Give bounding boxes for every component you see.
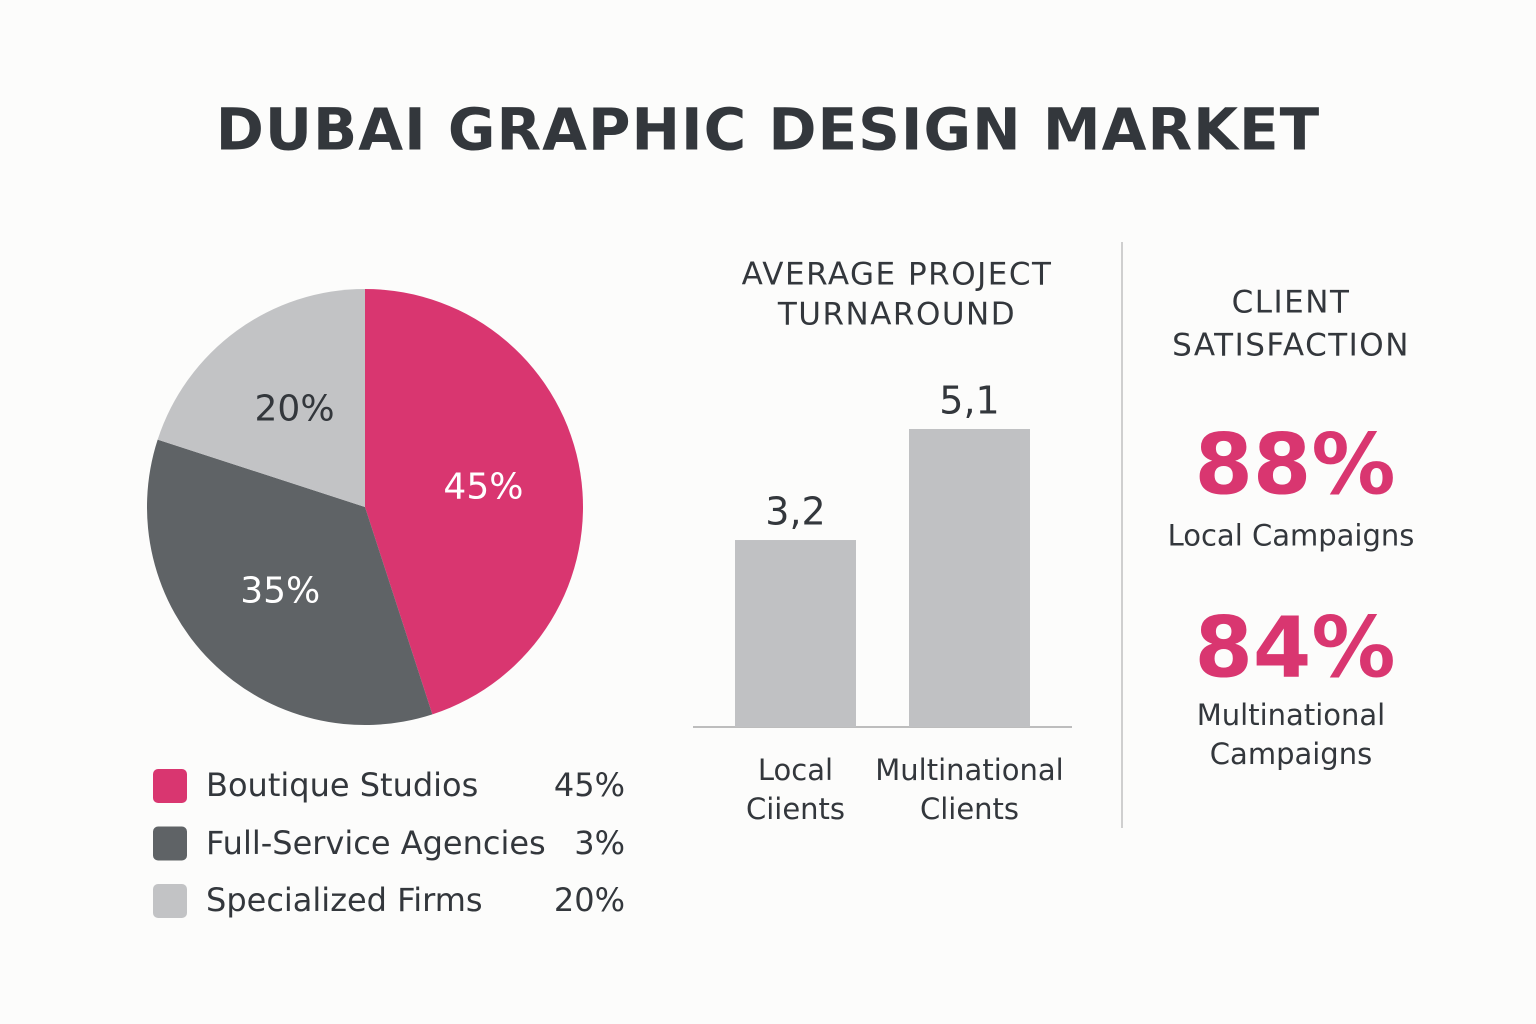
legend-value: 20% (553, 881, 625, 920)
pie-slice (157, 289, 365, 507)
page-title: DUBAI GRAPHIC DESIGN MARKET (215, 95, 1321, 164)
pie-slice (365, 289, 583, 715)
legend-value: 45% (553, 766, 625, 805)
stat-title: CLIENT SATISFACTION (1172, 284, 1410, 364)
legend-swatch (153, 826, 187, 861)
stat-value: 84% (1194, 598, 1396, 697)
stat-label: Local Campaigns (1167, 518, 1415, 553)
legend-label: Full-Service Agencies (206, 823, 546, 862)
slice-label: 20% (254, 388, 335, 430)
legend-value: 3% (574, 823, 625, 862)
stat-label: Multinational Campaigns (1196, 697, 1386, 771)
x-tick-label: Local Ciients (745, 752, 846, 826)
bar-value-label: 3,2 (765, 489, 826, 534)
legend-label: Specialized Firms (206, 881, 483, 920)
bar (909, 429, 1030, 727)
pie-slice (147, 439, 433, 725)
legend-swatch (153, 769, 187, 803)
slice-label: 45% (443, 466, 524, 508)
stat-value: 88% (1194, 415, 1396, 514)
legend-label: Boutique Studios (206, 766, 479, 805)
bar-value-label: 5,1 (939, 378, 1000, 423)
x-tick-label: Multinational Clients (875, 752, 1064, 826)
bar (735, 540, 856, 727)
legend-swatch (153, 884, 187, 918)
slice-label: 35% (240, 570, 321, 612)
bar-chart-title: AVERAGE PROJECT TURNAROUND (741, 256, 1053, 333)
